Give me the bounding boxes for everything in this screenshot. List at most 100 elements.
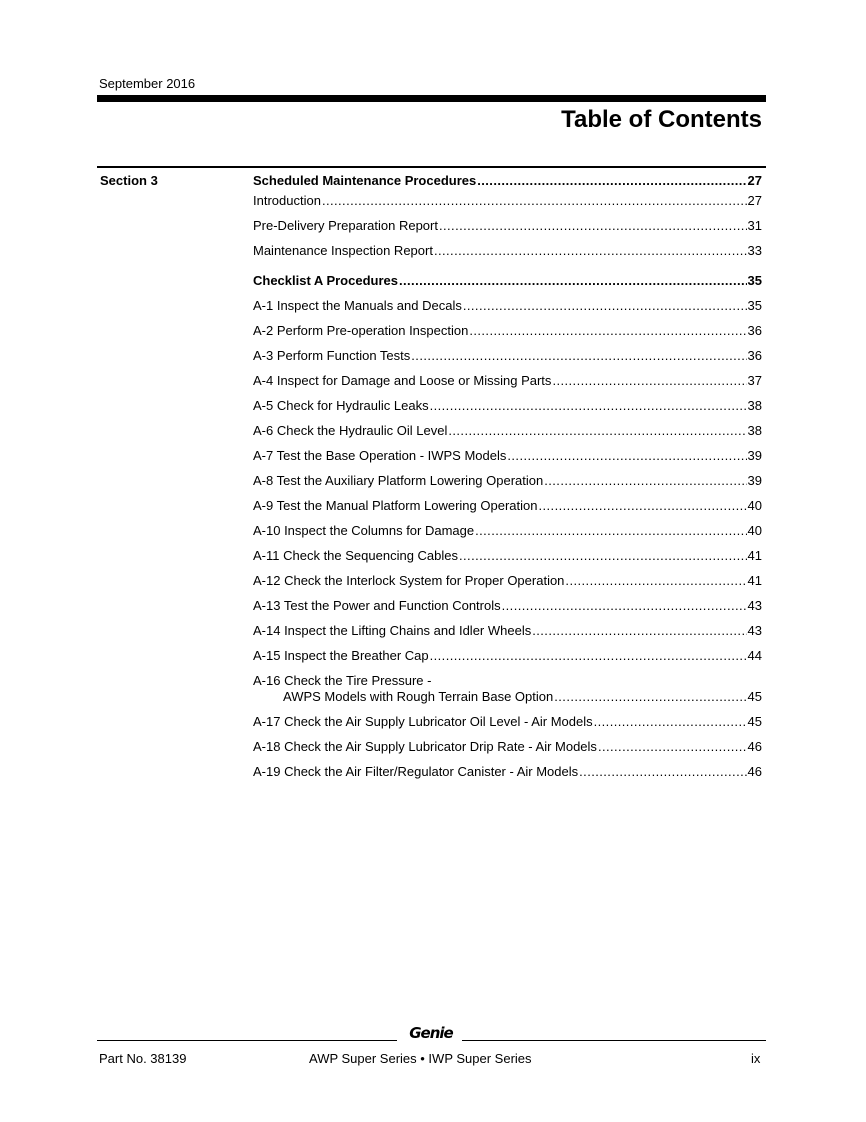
- toc-entry-page: 27: [747, 173, 762, 188]
- dot-leader: [430, 398, 747, 414]
- toc-entry[interactable]: A-13 Test the Power and Function Control…: [253, 598, 762, 614]
- toc-entry-page: 46: [747, 764, 762, 779]
- toc-entry-page: 40: [747, 498, 762, 513]
- toc-entry-title: A-5 Check for Hydraulic Leaks: [253, 398, 429, 413]
- dot-leader: [579, 764, 746, 780]
- toc-entry-title: Checklist A Procedures: [253, 273, 398, 288]
- toc-entry[interactable]: A-2 Perform Pre-operation Inspection 36: [253, 323, 762, 339]
- section-label: Section 3: [100, 173, 158, 188]
- toc-entry-page: 44: [747, 648, 762, 663]
- dot-leader: [552, 373, 746, 389]
- toc-entry-page: 40: [747, 523, 762, 538]
- toc-entry[interactable]: Scheduled Maintenance Procedures 27: [253, 173, 762, 189]
- dot-leader: [463, 298, 747, 314]
- toc-entry[interactable]: Maintenance Inspection Report 33: [253, 243, 762, 259]
- dot-leader: [598, 739, 747, 755]
- toc-entry-page: 35: [747, 273, 762, 288]
- dot-leader: [469, 323, 746, 339]
- toc-entry-title: A-7 Test the Base Operation - IWPS Model…: [253, 448, 507, 463]
- toc-entry-title: A-1 Inspect the Manuals and Decals: [253, 298, 462, 313]
- toc-entry[interactable]: A-8 Test the Auxiliary Platform Lowering…: [253, 473, 762, 489]
- toc-entry-title: A-4 Inspect for Damage and Loose or Miss…: [253, 373, 552, 388]
- dot-leader: [507, 448, 746, 464]
- toc-entry[interactable]: Pre-Delivery Preparation Report 31: [253, 218, 762, 234]
- toc-entry-page: 36: [747, 323, 762, 338]
- toc-entry-page: 31: [747, 218, 762, 233]
- dot-leader: [565, 573, 746, 589]
- toc-entry[interactable]: A-7 Test the Base Operation - IWPS Model…: [253, 448, 762, 464]
- dot-leader: [399, 273, 747, 289]
- toc-entry-title: A-11 Check the Sequencing Cables: [253, 548, 458, 563]
- toc-entry-page: 35: [747, 298, 762, 313]
- toc-entry[interactable]: A-11 Check the Sequencing Cables 41: [253, 548, 762, 564]
- toc-entry-title: Maintenance Inspection Report: [253, 243, 433, 258]
- toc-entry-title: A-13 Test the Power and Function Control…: [253, 598, 501, 613]
- dot-leader: [430, 648, 747, 664]
- toc-entry-title: A-17 Check the Air Supply Lubricator Oil…: [253, 714, 593, 729]
- toc-entry-title: A-6 Check the Hydraulic Oil Level: [253, 423, 448, 438]
- dot-leader: [554, 689, 746, 705]
- toc-entry-page: 45: [747, 689, 762, 704]
- dot-leader: [434, 243, 747, 259]
- toc-entry-title: A-16 Check the Tire Pressure -: [253, 673, 432, 688]
- toc-entry[interactable]: A-6 Check the Hydraulic Oil Level 38: [253, 423, 762, 439]
- toc-entry-title: A-2 Perform Pre-operation Inspection: [253, 323, 469, 338]
- toc-entry-title: AWPS Models with Rough Terrain Base Opti…: [283, 689, 554, 704]
- toc-entry[interactable]: A-12 Check the Interlock System for Prop…: [253, 573, 762, 589]
- dot-leader: [532, 623, 746, 639]
- dot-leader: [439, 218, 747, 234]
- toc-entry[interactable]: A-3 Perform Function Tests 36: [253, 348, 762, 364]
- dot-leader: [502, 598, 747, 614]
- header-date: September 2016: [99, 76, 196, 91]
- toc-entry-page: 37: [747, 373, 762, 388]
- toc-entry[interactable]: A-14 Inspect the Lifting Chains and Idle…: [253, 623, 762, 639]
- toc-entry[interactable]: Introduction 27: [253, 193, 762, 209]
- toc-entry-title: A-15 Inspect the Breather Cap: [253, 648, 429, 663]
- page-number: ix: [751, 1051, 761, 1066]
- dot-leader: [448, 423, 746, 439]
- dot-leader: [459, 548, 747, 564]
- toc-entry-title: A-9 Test the Manual Platform Lowering Op…: [253, 498, 538, 513]
- toc-entry-title: Scheduled Maintenance Procedures: [253, 173, 477, 188]
- dot-leader: [411, 348, 746, 364]
- dot-leader: [544, 473, 746, 489]
- toc-entry-page: 36: [747, 348, 762, 363]
- toc-entry-page: 38: [747, 423, 762, 438]
- toc-entry-title: Introduction: [253, 193, 321, 208]
- toc-entry-page: 33: [747, 243, 762, 258]
- toc-entry-title: A-14 Inspect the Lifting Chains and Idle…: [253, 623, 532, 638]
- divider: [97, 166, 766, 168]
- toc-entry-page: 46: [747, 739, 762, 754]
- toc-entry[interactable]: A-9 Test the Manual Platform Lowering Op…: [253, 498, 762, 514]
- toc-entry-page: 39: [747, 448, 762, 463]
- dot-leader: [538, 498, 746, 514]
- toc-entry-page: 43: [747, 598, 762, 613]
- toc-entry-title: Pre-Delivery Preparation Report: [253, 218, 438, 233]
- toc-entry-page: 45: [747, 714, 762, 729]
- toc-entry-title: A-8 Test the Auxiliary Platform Lowering…: [253, 473, 544, 488]
- toc-entry[interactable]: A-16 Check the Tire Pressure - AWPS Model…: [253, 673, 762, 705]
- toc-entry[interactable]: A-1 Inspect the Manuals and Decals 35: [253, 298, 762, 314]
- toc-entry-page: 43: [747, 623, 762, 638]
- header-bar: [97, 95, 766, 102]
- toc-list: Scheduled Maintenance Procedures27Introd…: [253, 173, 762, 789]
- toc-entry[interactable]: Checklist A Procedures 35: [253, 273, 762, 289]
- toc-entry[interactable]: A-5 Check for Hydraulic Leaks 38: [253, 398, 762, 414]
- toc-entry-title: A-12 Check the Interlock System for Prop…: [253, 573, 565, 588]
- dot-leader: [594, 714, 747, 730]
- part-number: Part No. 38139: [99, 1051, 187, 1066]
- toc-entry[interactable]: A-10 Inspect the Columns for Damage 40: [253, 523, 762, 539]
- toc-entry-page: 41: [747, 548, 762, 563]
- series-name: AWP Super Series • IWP Super Series: [309, 1051, 532, 1066]
- toc-entry-title: A-19 Check the Air Filter/Regulator Cani…: [253, 764, 579, 779]
- genie-logo: Genie: [409, 1024, 453, 1042]
- toc-entry[interactable]: A-17 Check the Air Supply Lubricator Oil…: [253, 714, 762, 730]
- toc-entry-page: 38: [747, 398, 762, 413]
- toc-entry-page: 27: [747, 193, 762, 208]
- toc-entry[interactable]: A-15 Inspect the Breather Cap 44: [253, 648, 762, 664]
- footer-rule-left: [97, 1040, 397, 1041]
- toc-entry[interactable]: A-4 Inspect for Damage and Loose or Miss…: [253, 373, 762, 389]
- toc-entry[interactable]: A-18 Check the Air Supply Lubricator Dri…: [253, 739, 762, 755]
- dot-leader: [322, 193, 747, 209]
- toc-entry[interactable]: A-19 Check the Air Filter/Regulator Cani…: [253, 764, 762, 780]
